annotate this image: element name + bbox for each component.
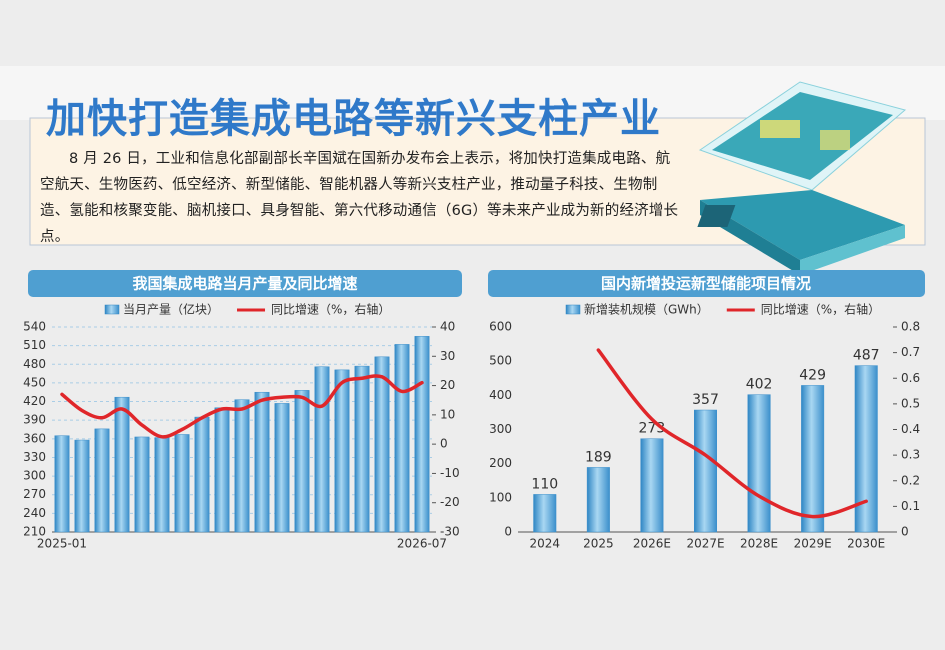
y2-tick-label: -10 xyxy=(440,466,460,480)
y2-tick-label: 0.3 xyxy=(901,448,920,462)
bar xyxy=(174,434,190,533)
bar xyxy=(234,399,250,533)
bar xyxy=(533,494,557,533)
chart-title: 我国集成电路当月产量及同比增速 xyxy=(132,275,357,293)
y-tick-label: 200 xyxy=(489,456,512,470)
bar xyxy=(214,407,230,533)
y-tick-label: 600 xyxy=(489,320,512,334)
bar xyxy=(694,409,717,533)
y-tick-label: 400 xyxy=(489,388,512,402)
line-series xyxy=(60,374,424,439)
title-bar xyxy=(28,270,462,297)
y2-tick-label: 40 xyxy=(440,320,455,334)
illustration xyxy=(697,81,907,275)
y2-tick-label: -20 xyxy=(440,495,460,509)
y-tick-label: 210 xyxy=(23,525,46,539)
y-tick-label: 500 xyxy=(489,354,512,368)
value-label: 189 xyxy=(585,449,612,465)
y-tick-label: 480 xyxy=(23,357,46,371)
bar xyxy=(854,365,878,533)
x-tick-label: 2026-07 xyxy=(397,537,447,551)
y2-tick-label: 0.7 xyxy=(901,345,920,359)
chart-title: 国内新增投运新型储能项目情况 xyxy=(601,275,811,293)
bar xyxy=(54,435,70,533)
y2-tick-label: 0.1 xyxy=(901,499,920,513)
y2-tick-label: 30 xyxy=(440,349,455,363)
y2-tick-label: 0 xyxy=(901,525,909,539)
bar xyxy=(394,344,410,533)
y-tick-label: 450 xyxy=(23,375,46,389)
y-tick-label: 0 xyxy=(504,525,512,539)
value-label: 487 xyxy=(853,348,880,364)
legend-label: 新增装机规模（GWh） xyxy=(584,302,709,317)
bar xyxy=(374,356,390,533)
y-tick-label: 540 xyxy=(23,320,46,334)
y-tick-label: 420 xyxy=(23,394,46,408)
bar xyxy=(154,437,170,533)
bar xyxy=(747,394,771,533)
page-title: 加快打造集成电路等新兴支柱产业 xyxy=(46,96,661,142)
legend-swatch xyxy=(104,304,120,315)
line-series xyxy=(596,348,868,519)
y-tick-label: 330 xyxy=(23,450,46,464)
x-tick-label: 2024 xyxy=(530,537,561,551)
x-tick-label: 2025-01 xyxy=(37,537,87,551)
y2-tick-label: 0.5 xyxy=(901,396,920,410)
body-text: 8 月 26 日，工业和信息化部副部长辛国斌在国新办发布会上表示，将加快打造集成… xyxy=(40,151,679,245)
y-tick-label: 300 xyxy=(489,422,512,436)
legend-swatch xyxy=(565,304,581,315)
x-tick-label: 2029E xyxy=(794,537,832,551)
bar xyxy=(414,336,430,533)
bar xyxy=(801,385,825,533)
x-tick-label: 2030E xyxy=(847,537,885,551)
value-label: 110 xyxy=(531,476,558,492)
y-tick-label: 360 xyxy=(23,431,46,445)
title-bar xyxy=(488,270,925,297)
y2-tick-label: 0.4 xyxy=(901,422,920,436)
y-tick-label: 100 xyxy=(489,490,512,504)
y2-tick-label: -30 xyxy=(440,525,460,539)
value-label: 402 xyxy=(746,377,773,393)
bar xyxy=(640,438,664,533)
y2-tick-label: 0.8 xyxy=(901,320,920,334)
y-tick-label: 300 xyxy=(23,469,46,483)
y2-tick-label: 10 xyxy=(440,407,455,421)
bar xyxy=(94,428,110,533)
x-tick-label: 2026E xyxy=(633,537,671,551)
y2-tick-label: 0.2 xyxy=(901,473,920,487)
value-label: 357 xyxy=(692,392,719,408)
y-tick-label: 390 xyxy=(23,413,46,427)
bar xyxy=(114,396,130,533)
bar xyxy=(194,416,210,533)
value-label: 429 xyxy=(799,367,826,383)
y2-tick-label: 0 xyxy=(440,437,448,451)
x-tick-label: 2028E xyxy=(740,537,778,551)
bar xyxy=(586,467,610,533)
legend-label: 当月产量（亿块） xyxy=(123,302,219,317)
x-tick-label: 2027E xyxy=(686,537,724,551)
y2-tick-label: 20 xyxy=(440,378,455,392)
bar xyxy=(134,436,150,533)
x-tick-label: 2025 xyxy=(583,537,614,551)
y-tick-label: 270 xyxy=(23,487,46,501)
bar xyxy=(354,365,370,533)
bar xyxy=(314,366,330,533)
legend-label: 同比增速（%，右轴） xyxy=(271,302,390,317)
y-tick-label: 240 xyxy=(23,506,46,520)
legend-label: 同比增速（%，右轴） xyxy=(761,302,880,317)
bar xyxy=(294,390,310,533)
bar xyxy=(334,369,350,533)
y2-tick-label: 0.6 xyxy=(901,371,920,385)
y-tick-label: 510 xyxy=(23,338,46,352)
bar xyxy=(274,403,290,533)
bar xyxy=(254,391,270,533)
bar xyxy=(74,439,90,533)
